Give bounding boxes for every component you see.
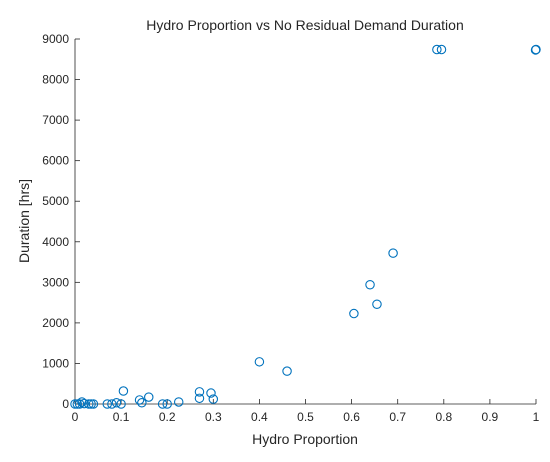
data-point bbox=[208, 394, 219, 404]
data-point bbox=[107, 399, 117, 409]
data-point bbox=[254, 357, 265, 367]
data-point bbox=[530, 45, 541, 55]
data-point bbox=[137, 398, 147, 408]
data-point bbox=[388, 248, 398, 258]
data-point bbox=[206, 388, 216, 398]
x-tick-label: 1 bbox=[533, 410, 540, 424]
data-point bbox=[134, 395, 145, 405]
x-ticks: 0 0.1 0.2 0.3 0.4 0.5 0.6 0.7 0.8 0.9 1 bbox=[72, 399, 540, 424]
y-tick-label: 1000 bbox=[42, 356, 69, 370]
chart-title: Hydro Proportion vs No Residual Demand D… bbox=[146, 17, 463, 33]
data-point bbox=[102, 399, 113, 409]
data-point bbox=[162, 399, 172, 409]
data-points bbox=[70, 44, 541, 409]
data-point bbox=[432, 44, 442, 55]
data-point bbox=[111, 398, 122, 408]
data-point bbox=[118, 386, 129, 396]
y-tick-label: 7000 bbox=[42, 113, 69, 127]
data-point bbox=[88, 399, 99, 409]
data-point bbox=[84, 399, 94, 409]
x-tick-label: 0.9 bbox=[482, 410, 499, 424]
x-tick-label: 0.5 bbox=[297, 410, 314, 424]
data-point bbox=[116, 399, 126, 409]
y-axis-label: Duration [hrs] bbox=[16, 179, 32, 263]
data-point bbox=[86, 399, 96, 409]
y-tick-label: 9000 bbox=[42, 32, 69, 46]
data-point bbox=[74, 399, 85, 409]
y-tick-label: 2000 bbox=[42, 316, 69, 330]
x-tick-label: 0.6 bbox=[343, 410, 360, 424]
data-point bbox=[349, 308, 359, 319]
data-point bbox=[77, 397, 87, 407]
data-point bbox=[173, 397, 184, 407]
y-tick-label: 8000 bbox=[42, 73, 69, 87]
data-point bbox=[282, 366, 292, 376]
x-tick-label: 0.2 bbox=[159, 410, 176, 424]
x-tick-label: 0 bbox=[72, 410, 79, 424]
y-tick-label: 4000 bbox=[42, 235, 69, 249]
y-tick-label: 5000 bbox=[42, 194, 69, 208]
y-tick-label: 0 bbox=[62, 397, 69, 411]
x-tick-label: 0.8 bbox=[435, 410, 452, 424]
y-tick-label: 6000 bbox=[42, 154, 69, 168]
data-point bbox=[365, 280, 375, 290]
data-point bbox=[144, 392, 154, 402]
data-point bbox=[194, 393, 205, 404]
x-axis-label: Hydro Proportion bbox=[252, 431, 358, 447]
axes bbox=[74, 39, 536, 405]
data-point bbox=[79, 398, 89, 409]
y-ticks: 0 1000 2000 3000 4000 5000 6000 7000 8000 9000 bbox=[42, 32, 80, 411]
data-point bbox=[70, 399, 80, 409]
data-point bbox=[194, 387, 205, 397]
data-point bbox=[436, 44, 447, 55]
y-tick-label: 3000 bbox=[42, 275, 69, 289]
x-tick-label: 0.1 bbox=[113, 410, 130, 424]
x-tick-label: 0.4 bbox=[251, 410, 268, 424]
data-point bbox=[157, 399, 168, 409]
x-tick-label: 0.7 bbox=[389, 410, 406, 424]
x-tick-label: 0.3 bbox=[205, 410, 222, 424]
data-point bbox=[72, 399, 83, 409]
data-point bbox=[372, 299, 382, 309]
